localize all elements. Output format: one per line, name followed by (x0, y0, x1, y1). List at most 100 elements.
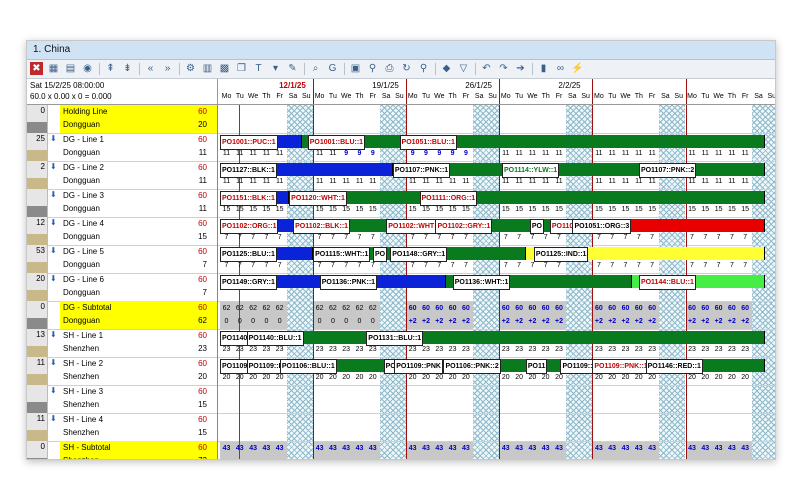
order-label[interactable]: PO1102::ORG::1 (220, 219, 279, 234)
order-bar[interactable] (289, 191, 766, 204)
download-arrow-icon[interactable]: ⬇ (50, 190, 57, 199)
order-label[interactable]: PO110 (549, 219, 576, 234)
text-icon[interactable]: T (255, 63, 262, 74)
order-label[interactable]: PO1106::PNK::2 (443, 359, 501, 374)
order-label[interactable]: PO (529, 219, 544, 234)
download-arrow-icon[interactable]: ⬇ (50, 414, 57, 423)
order-label[interactable]: PO1051::BLU::1 (399, 135, 457, 150)
expand-icon[interactable]: ⇞ (106, 63, 115, 74)
line-row[interactable]: 12 ⬇ DG - Line 4 Dongguan 60 15 (27, 217, 217, 246)
order-label[interactable]: PO1109:: (560, 359, 595, 374)
download-arrow-icon[interactable]: ⬇ (50, 358, 57, 367)
tag-icon[interactable]: ◆ (442, 63, 451, 74)
order-label[interactable]: PO1144::BLU::1 (638, 275, 696, 290)
download-arrow-icon[interactable]: ⬇ (50, 246, 57, 255)
order-bar[interactable] (302, 135, 766, 148)
binoculars-icon[interactable]: ⌕ (312, 63, 319, 74)
search-icon[interactable]: ⚲ (419, 63, 428, 74)
table-icon[interactable]: ▤ (65, 63, 76, 74)
prev-icon[interactable]: « (147, 63, 154, 74)
toolbar-separator (475, 63, 476, 75)
order-label[interactable]: PO1136::WHT::1 (452, 275, 511, 290)
order-label[interactable]: PO1125::IND::1 (533, 247, 589, 262)
grid-icon[interactable]: ▦ (48, 63, 59, 74)
order-label[interactable]: PO1109::I (246, 359, 283, 374)
undo-icon[interactable]: ↶ (482, 63, 491, 74)
copy-icon[interactable]: ❐ (237, 63, 246, 74)
line-row[interactable]: 0 Holding Line Dongguan 60 20 (27, 105, 217, 134)
capacity-number: 43 (727, 445, 736, 452)
chain-icon[interactable]: ∞ (556, 63, 565, 74)
order-label[interactable]: PO1107::PNK::1 (392, 163, 451, 178)
order-label[interactable]: PO1001::PUC::1 (220, 135, 278, 150)
order-label[interactable]: PO1109 (220, 359, 250, 374)
line-row[interactable]: 11 ⬇ SH - Line 2 Shenzhen 60 20 (27, 357, 217, 386)
order-label[interactable]: PO1001::BLU::1 (307, 135, 366, 150)
order-label[interactable]: PO1151::BLK::1 (220, 191, 277, 206)
schedule-grid[interactable]: PO1001::PUC::1 PO1001::BLU::1 PO1051::BLU:… (218, 105, 775, 459)
order-label[interactable]: PO1149::GRY::1 (220, 275, 277, 290)
order-label[interactable]: PO1146::RED::1 (645, 359, 703, 374)
download-arrow-icon[interactable]: ⬇ (50, 162, 57, 171)
order-label[interactable]: PO1109::PNK (394, 359, 443, 374)
capacity-number: 60 (621, 305, 630, 312)
tool-icon[interactable]: ✎ (288, 63, 297, 74)
order-label[interactable]: PO1111::ORG::1 (419, 191, 478, 206)
close-icon[interactable]: ✖ (30, 62, 43, 75)
line-row[interactable]: 11 ⬇ SH - Line 4 Shenzhen 60 15 (27, 413, 217, 442)
order-label[interactable]: PO1102::BLK::1 (293, 219, 351, 234)
forward-icon[interactable]: ➔ (516, 63, 525, 74)
line-row[interactable]: 53 ⬇ DG - Line 5 Dongguan 60 7 (27, 245, 217, 274)
pin-icon[interactable]: ⚲ (368, 63, 377, 74)
g-icon[interactable]: G (328, 63, 337, 74)
order-label[interactable]: PO1131::BLU::1 (366, 331, 424, 346)
line-row[interactable]: 13 ⬇ SH - Line 1 Shenzhen 60 23 (27, 329, 217, 358)
refresh-icon[interactable]: ↻ (402, 63, 411, 74)
order-label[interactable]: PO1102::GRY::1 (435, 219, 493, 234)
lightning-icon[interactable]: ⚡ (571, 63, 584, 74)
collapse-icon[interactable]: ⇟ (123, 63, 132, 74)
order-label[interactable]: PO1136::PNK::1 (319, 275, 378, 290)
order-label[interactable]: PO1148::GRY::1 (390, 247, 448, 262)
download-arrow-icon[interactable]: ⬇ (50, 274, 57, 283)
next-icon[interactable]: » (164, 63, 171, 74)
order-label[interactable]: PO1109::PNK::1 (592, 359, 650, 374)
order-label[interactable]: PO1140::BLU::1 (246, 331, 304, 346)
line-row[interactable]: 0 SH - Subtotal Shenzhen 60 73 (27, 441, 217, 459)
download-arrow-icon[interactable]: ⬇ (50, 134, 57, 143)
palette-icon[interactable]: ▩ (219, 63, 230, 74)
order-label[interactable]: PO11 (525, 359, 548, 374)
traffic-light-icon[interactable]: ▮ (540, 63, 547, 74)
line-row[interactable]: ⬇ DG - Line 3 Dongguan 60 11 (27, 189, 217, 218)
line-row[interactable]: 25 ⬇ DG - Line 1 Dongguan 60 11 (27, 133, 217, 162)
order-bar[interactable] (246, 331, 766, 344)
order-label[interactable]: PO1107::PNK::2 (638, 163, 697, 178)
print-icon[interactable]: ⎙ (385, 63, 394, 74)
order-label[interactable]: PO1140 (220, 331, 250, 346)
order-label[interactable]: PO (383, 359, 398, 374)
order-label[interactable]: PO1114::YLW::1 (501, 163, 560, 178)
line-row[interactable]: 0 DG - Subtotal Dongguan 60 62 (27, 301, 217, 330)
order-label[interactable]: PO1102::WHT (386, 219, 437, 234)
arrow-down-icon[interactable]: ▾ (272, 63, 279, 74)
order-label[interactable]: PO (372, 247, 388, 262)
order-label[interactable]: PO1125::BLU::1 (220, 247, 277, 262)
download-arrow-icon[interactable]: ⬇ (50, 218, 57, 227)
line-row[interactable]: ⬇ SH - Line 3 Shenzhen 60 15 (27, 385, 217, 414)
line-row[interactable]: 2 ⬇ DG - Line 2 Dongguan 60 11 (27, 161, 217, 190)
redo-icon[interactable]: ↷ (499, 63, 508, 74)
chart-icon[interactable]: ▥ (202, 63, 213, 74)
filter-icon[interactable]: ▽ (459, 63, 468, 74)
eye-icon[interactable]: ◉ (83, 63, 92, 74)
download-arrow-icon[interactable]: ⬇ (50, 386, 57, 395)
order-label[interactable]: PO1106::BLU::1 (279, 359, 337, 374)
save-icon[interactable]: ▣ (350, 63, 361, 74)
order-label[interactable]: PO1115::WHT::1 (313, 247, 371, 262)
order-bar[interactable] (592, 219, 766, 232)
order-label[interactable]: PO1051::ORG::3 (572, 219, 632, 234)
download-arrow-icon[interactable]: ⬇ (50, 330, 57, 339)
line-row[interactable]: 20 ⬇ DG - Line 6 Dongguan 60 7 (27, 273, 217, 302)
settings-icon[interactable]: ⚙ (186, 63, 195, 74)
order-label[interactable]: PO1127::BLK::1 (220, 163, 277, 178)
order-label[interactable]: PO1120::WHT::1 (289, 191, 347, 206)
